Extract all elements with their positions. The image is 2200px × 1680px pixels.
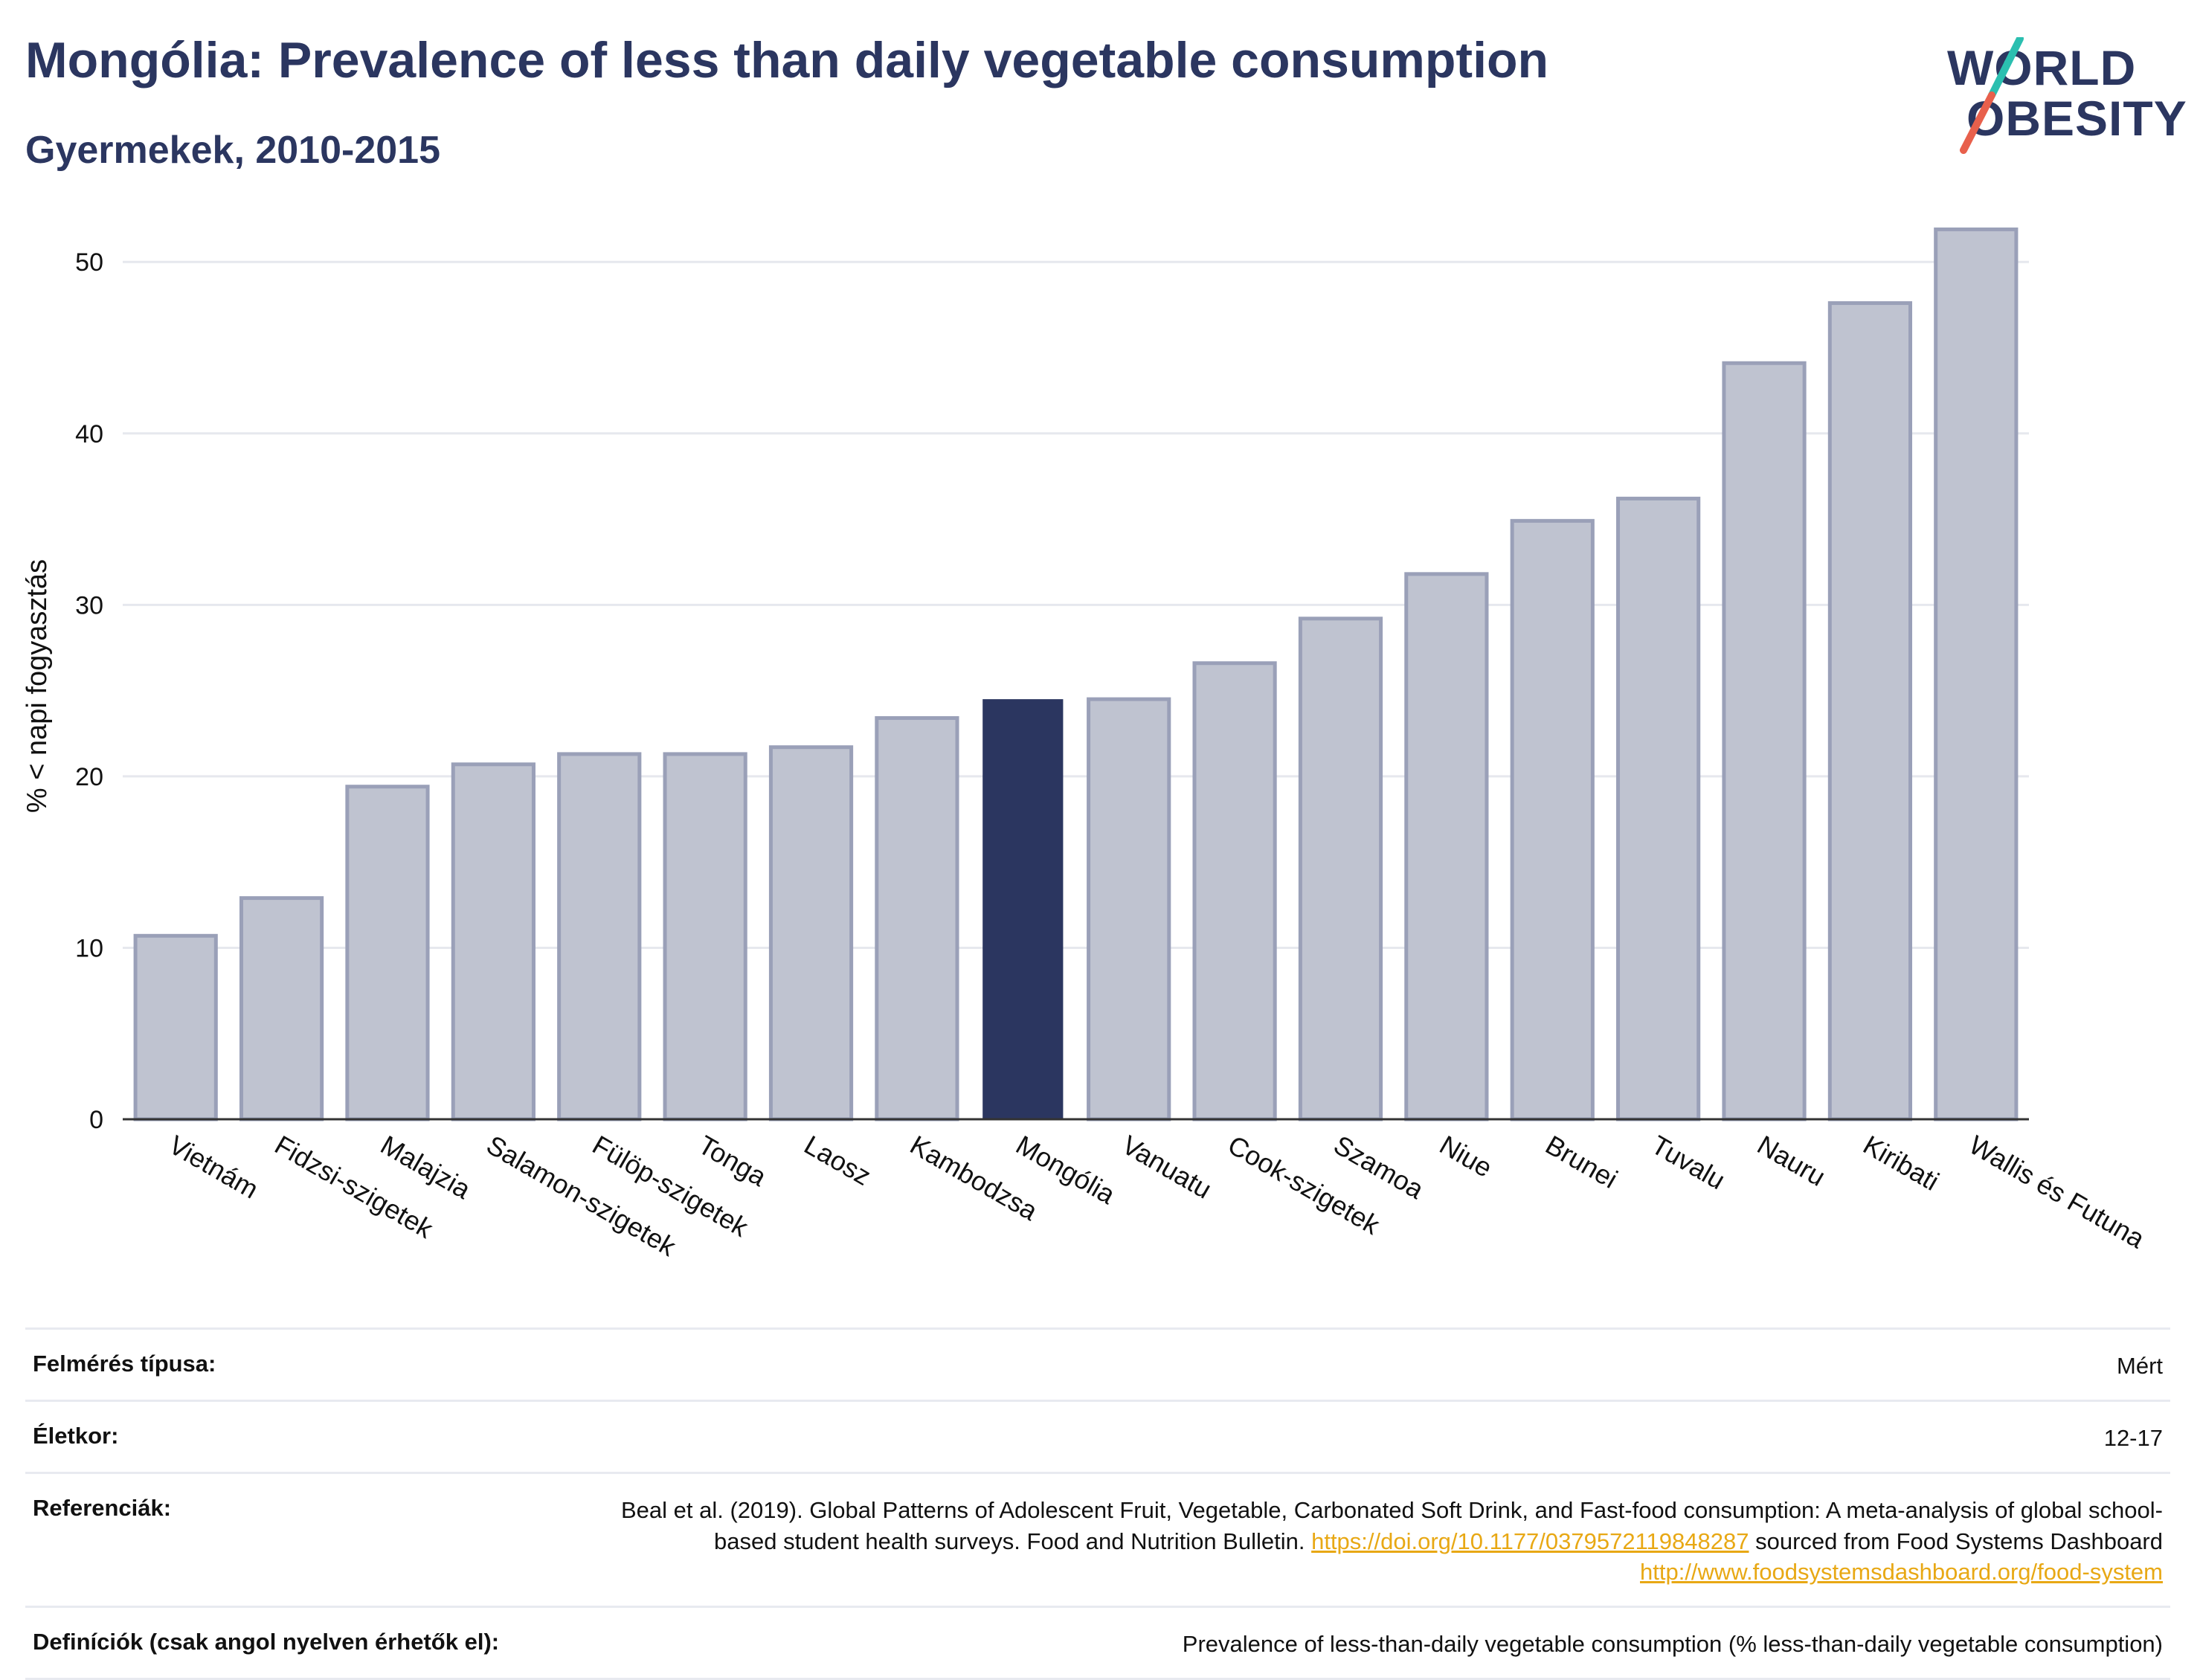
x-category-label: Brunei [1540,1129,1623,1194]
definitions-label: Definíciók (csak angol nyelven érhetők e… [33,1629,500,1655]
y-tick-label: 0 [89,1106,103,1134]
gridlines [123,260,2029,949]
x-category-label: Vietnám [164,1129,263,1204]
reference-source-text: sourced from Food Systems Dashboard [1755,1528,2163,1554]
chart-subtitle: Gyermekek, 2010-2015 [25,129,441,172]
age-label: Életkor: [33,1422,119,1449]
bar-vietnám [133,933,218,1121]
bar-mongólia [982,699,1064,1119]
bar-malajzia [345,785,430,1121]
logo-line2: OBESITY [1966,91,2187,146]
logo-line1: WORLD [1947,40,2137,95]
bar-vanuatu [1087,697,1171,1121]
x-category-label: Wallis és Futuna [1964,1129,2151,1254]
bar-laosz [768,745,854,1121]
definitions-value: Prevalence of less-than-daily vegetable … [1182,1631,2163,1658]
references-label: Referenciák: [33,1494,172,1521]
bar-fülöp-szigetek [557,752,642,1121]
survey-type-label: Felmérés típusa: [33,1351,216,1377]
y-tick-label: 10 [75,934,103,962]
bar-niue [1404,572,1489,1121]
x-category-label: Salamon-szigetek [481,1129,681,1262]
meta-row-definitions: Definíciók (csak angol nyelven érhetők e… [25,1606,2170,1680]
bar-fidzsi-szigetek [239,896,324,1121]
bar-brunei [1510,518,1595,1121]
bar-tonga [663,752,747,1121]
meta-row-age: Életkor: 12-17 [25,1399,2170,1472]
x-category-label: Tuvalu [1647,1129,1731,1195]
y-tick-label: 20 [75,763,103,791]
x-category-label: Niue [1435,1129,1498,1183]
y-tick-label: 50 [75,248,103,277]
x-category-label: Nauru [1752,1129,1830,1192]
x-category-label: Vanuatu [1117,1129,1217,1204]
reference-text: Beal et al. (2019). Global Patterns of A… [620,1496,2163,1554]
x-category-label: Kiribati [1858,1129,1944,1197]
meta-row-references: Referenciák: Beal et al. (2019). Global … [25,1471,2170,1606]
references-value: Beal et al. (2019). Global Patterns of A… [579,1495,2163,1589]
metadata-table: Felmérés típusa: Mért Életkor: 12-17 Ref… [25,1327,2170,1680]
y-axis-title: % < napi fogyasztás [22,559,53,813]
bar-cook-szigetek [1192,661,1277,1121]
bar-szamoa [1298,617,1383,1121]
logo-slash-icon [1960,37,2024,154]
x-category-label: Laosz [800,1129,877,1191]
y-tick-label: 30 [75,591,103,619]
bar-nauru [1722,361,1807,1121]
bars [133,227,2019,1121]
world-obesity-logo: WORLD OBESITY [1941,37,2187,156]
x-category-label: Tonga [693,1129,772,1192]
age-value: 12-17 [2103,1424,2163,1451]
bar-kambodzsa [875,716,959,1121]
chart-title: Mongólia: Prevalence of less than daily … [25,32,1549,88]
bar-salamon-szigetek [451,762,535,1121]
doi-link[interactable]: https://doi.org/10.1177/0379572119848287 [1311,1528,1749,1554]
bar-wallis-és-futuna [1934,227,2019,1121]
bar-tuvalu [1616,496,1701,1121]
bar-kiribati [1827,301,1913,1121]
y-tick-label: 40 [75,420,103,448]
survey-type-value: Mért [2117,1353,2163,1379]
dashboard-link[interactable]: http://www.foodsystemsdashboard.org/food… [1640,1559,2163,1586]
meta-row-survey: Felmérés típusa: Mért [25,1327,2170,1400]
